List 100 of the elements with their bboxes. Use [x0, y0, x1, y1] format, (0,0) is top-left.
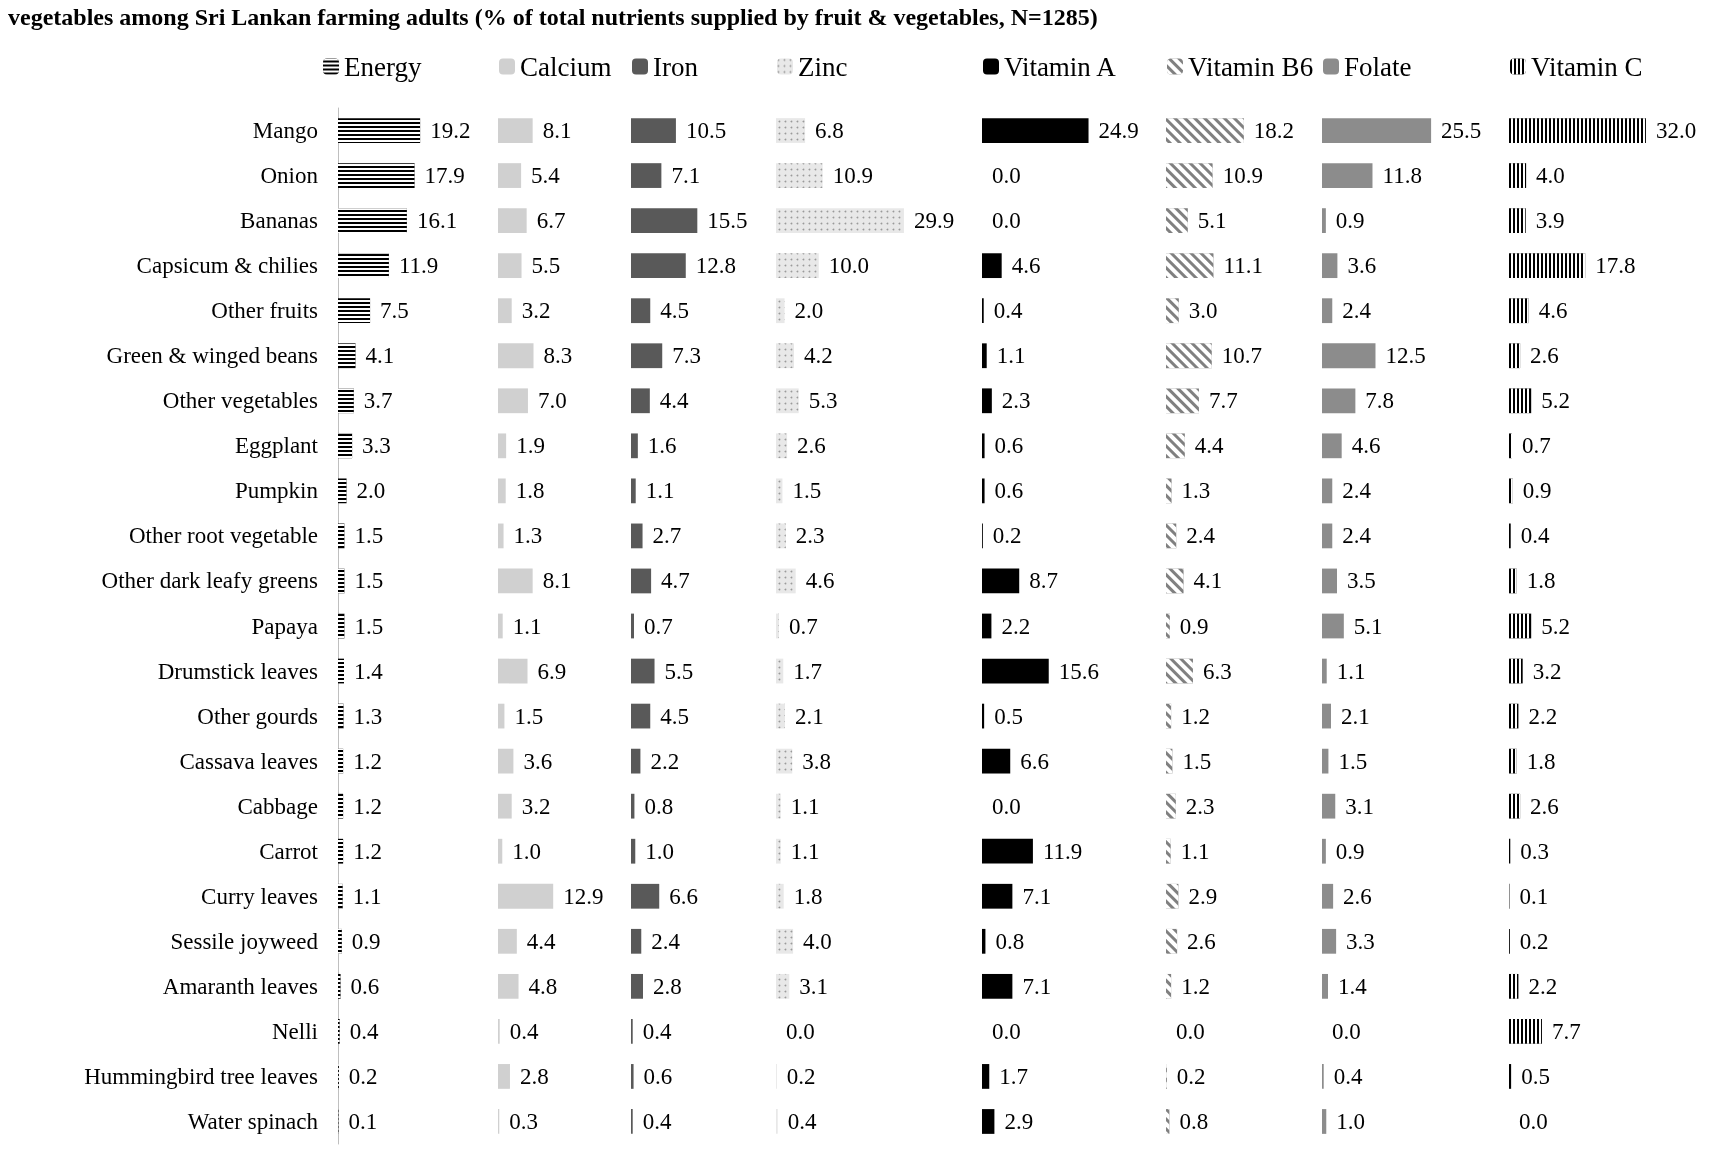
y-tick-label: Cassava leaves [179, 748, 319, 774]
data-label: 11.9 [398, 253, 439, 279]
data-label: 4.5 [660, 703, 690, 729]
data-label: 5.5 [664, 658, 694, 684]
bar [631, 388, 651, 414]
data-label: 1.1 [996, 343, 1026, 369]
y-tick-label: Water spinach [187, 1108, 319, 1134]
bar [498, 478, 506, 504]
data-label: 2.4 [651, 928, 681, 954]
data-label: 16.1 [416, 208, 458, 234]
bar [981, 973, 1012, 999]
bar [1321, 883, 1334, 909]
y-tick-label: Eggplant [234, 433, 319, 459]
data-label: 1.1 [512, 613, 542, 639]
data-label: 0.4 [643, 1018, 673, 1044]
data-label: 0.1 [348, 1108, 378, 1134]
bar [1321, 928, 1337, 954]
bar [631, 748, 641, 774]
data-label: 0.2 [1519, 928, 1549, 954]
data-label: 1.1 [646, 478, 675, 504]
data-label: 0.8 [1179, 1108, 1209, 1134]
data-label: 11.9 [1042, 838, 1082, 864]
data-label: 1.2 [353, 793, 382, 819]
data-label: 2.4 [1342, 523, 1372, 549]
data-label: 1.2 [353, 838, 382, 864]
bar [981, 343, 987, 369]
y-tick-label: Other root vegetable [128, 523, 318, 549]
y-tick-label: Amaranth leaves [162, 973, 319, 999]
data-label: 15.5 [707, 208, 748, 234]
bar [981, 838, 1033, 864]
bar [631, 838, 636, 864]
data-label: 4.0 [802, 928, 832, 954]
bar [631, 163, 662, 188]
data-label: 1.7 [998, 1063, 1028, 1089]
data-label: 4.6 [1011, 253, 1040, 279]
y-tick-label: Sessile joyweed [170, 928, 319, 954]
bar [631, 883, 660, 909]
bar [1321, 298, 1333, 324]
data-label: 6.3 [1203, 658, 1232, 684]
legend-label: Vitamin A [1003, 51, 1116, 82]
data-label: 7.0 [538, 388, 567, 414]
bar [498, 703, 505, 729]
bar [498, 883, 554, 909]
y-tick-label: Cabbage [237, 793, 318, 819]
data-label: 2.6 [796, 433, 826, 459]
data-label: 18.2 [1253, 118, 1295, 144]
data-label: 8.7 [1028, 568, 1058, 594]
data-label: 10.9 [1222, 163, 1263, 189]
data-label: 4.1 [365, 343, 395, 369]
data-label: 1.5 [1338, 748, 1368, 774]
data-label: 1.1 [352, 883, 382, 909]
data-label: 0.4 [993, 298, 1023, 324]
data-label: 5.2 [1541, 388, 1571, 414]
bar [981, 613, 991, 639]
data-label: 6.9 [537, 658, 567, 684]
y-tick-label: Capsicum & chilies [136, 253, 319, 279]
bar [981, 478, 985, 504]
data-label: 0.9 [1335, 208, 1365, 234]
data-label: 4.4 [1194, 433, 1225, 459]
y-tick-label: Hummingbird tree leaves [84, 1063, 319, 1089]
data-label: 10.0 [828, 253, 869, 279]
bar [1321, 388, 1356, 414]
bar [981, 1109, 994, 1134]
data-label: 5.4 [531, 163, 561, 189]
data-label: 3.2 [521, 298, 551, 324]
bar [631, 298, 651, 324]
data-label: 6.8 [814, 118, 844, 144]
data-label: 0.6 [994, 433, 1023, 459]
bar [498, 973, 519, 999]
data-label: 0.7 [788, 613, 818, 639]
data-label: 29.9 [913, 208, 954, 234]
data-label: 7.1 [1021, 973, 1051, 999]
data-label: 12.5 [1385, 343, 1426, 369]
data-label: 0.2 [992, 523, 1022, 549]
data-label: 4.8 [528, 973, 558, 999]
data-label: 2.4 [1342, 298, 1372, 324]
data-label: 3.7 [363, 388, 393, 414]
data-label: 3.0 [1188, 298, 1218, 324]
bar [631, 253, 687, 279]
bar [631, 478, 637, 504]
data-label: 0.4 [787, 1108, 817, 1134]
y-tick-label: Other fruits [211, 298, 319, 324]
bar [1321, 118, 1432, 143]
data-label: 1.3 [513, 523, 543, 549]
data-label: 2.3 [1185, 793, 1215, 819]
data-label: 0.7 [1522, 433, 1551, 459]
data-label: 17.8 [1595, 253, 1636, 279]
data-label: 0.3 [509, 1108, 539, 1134]
data-label: 2.2 [1000, 613, 1030, 639]
y-tick-label: Pumpkin [234, 478, 319, 504]
data-label: 5.5 [531, 253, 561, 279]
y-tick-label: Carrot [259, 838, 319, 864]
data-label: 4.2 [803, 343, 833, 369]
data-label: 0.0 [991, 1018, 1021, 1044]
legend-label: Vitamin B6 [1188, 51, 1314, 82]
data-label: 0.4 [349, 1018, 379, 1044]
data-label: 0.0 [1519, 1108, 1548, 1134]
y-tick-label: Papaya [251, 613, 318, 639]
data-label: 1.1 [1180, 838, 1210, 864]
data-label: 1.1 [1336, 658, 1366, 684]
